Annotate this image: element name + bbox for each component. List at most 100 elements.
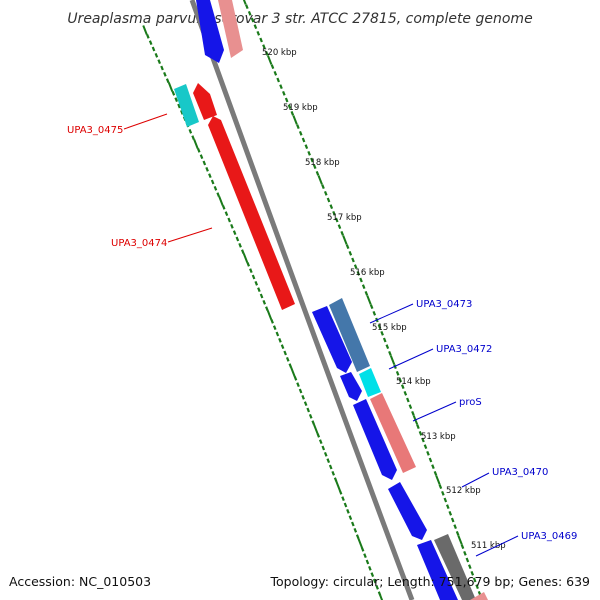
tick-mark-inner	[283, 350, 287, 356]
tick-mark-inner	[180, 109, 184, 115]
label-UPA3_0470[interactable]: UPA3_0470	[492, 467, 548, 478]
tick-label: 511 kbp	[471, 541, 506, 551]
leader-UPA3_0475	[123, 113, 168, 130]
tick-mark-outer	[443, 497, 448, 503]
tick-mark-inner	[171, 90, 176, 96]
tick-mark-outer	[472, 577, 477, 583]
gene-lower-blue-2[interactable]	[340, 372, 362, 401]
gene-lower-blue-4[interactable]	[388, 482, 427, 540]
tick-mark-outer	[310, 157, 314, 163]
tick-mark-outer	[366, 295, 372, 305]
tick-mark-inner	[251, 274, 256, 280]
gene-upper-pink[interactable]	[218, 0, 243, 58]
tick-mark-inner	[360, 546, 365, 552]
tick-mark-inner	[193, 139, 199, 149]
label-UPA3_0473[interactable]: UPA3_0473	[416, 299, 472, 310]
tick-mark-outer	[428, 457, 433, 463]
tick-mark-outer	[265, 50, 269, 56]
tick-mark-outer	[388, 350, 392, 356]
tick-mark-inner	[318, 439, 323, 445]
leader-UPA3_0472	[388, 348, 434, 370]
tick-mark-outer	[382, 337, 387, 343]
tick-mark-inner	[242, 253, 249, 263]
gene-proS[interactable]	[370, 393, 416, 473]
tick-mark-inner	[241, 249, 245, 255]
tick-mark-inner	[191, 135, 195, 141]
tick-mark-inner	[372, 578, 377, 584]
tick-mark-outer	[301, 137, 306, 143]
tick-mark-inner	[213, 185, 218, 191]
gene-UPA3_0473[interactable]	[329, 298, 370, 372]
tick-mark-outer	[292, 115, 298, 125]
gene-lower-blue-1[interactable]	[312, 306, 352, 373]
leader-UPA3_0473	[369, 303, 414, 324]
gene-UPA3_0469[interactable]	[434, 534, 476, 600]
gene-upper-blue[interactable]	[196, 0, 224, 63]
tick-mark-inner	[375, 584, 379, 590]
tick-mark-outer	[438, 484, 443, 490]
tick-mark-inner	[331, 470, 335, 476]
tick-mark-inner	[238, 242, 242, 248]
label-UPA3_0474[interactable]: UPA3_0474	[111, 238, 167, 249]
tick-mark-outer	[403, 390, 408, 396]
tick-mark-inner	[188, 128, 193, 134]
tick-mark-inner	[301, 394, 305, 400]
leader-proS	[412, 401, 457, 422]
tick-mark-inner	[165, 78, 170, 84]
gene-bottom-pink[interactable]	[470, 592, 488, 600]
tick-mark-outer	[279, 84, 283, 90]
gene-bottom-blue[interactable]	[417, 540, 458, 600]
tick-mark-inner	[353, 527, 358, 533]
tick-mark-outer	[416, 424, 420, 430]
tick-mark-inner	[275, 331, 280, 337]
tick-mark-inner	[199, 154, 204, 160]
tick-mark-outer	[298, 130, 303, 136]
tick-mark-inner	[355, 534, 360, 540]
tick-mark-outer	[351, 257, 355, 263]
tick-mark-outer	[465, 557, 470, 563]
tick-mark-inner	[341, 496, 345, 502]
tick-mark-inner	[177, 103, 181, 109]
tick-mark-inner	[227, 217, 231, 223]
label-UPA3_0469[interactable]: UPA3_0469	[521, 531, 577, 542]
tick-mark-outer	[418, 430, 423, 436]
tick-mark-inner	[266, 310, 273, 320]
tick-mark-outer	[326, 197, 331, 203]
label-proS[interactable]: proS	[459, 397, 482, 408]
tick-label: 520 kbp	[262, 48, 297, 58]
tick-mark-outer	[448, 510, 453, 516]
tick-mark-outer	[304, 144, 309, 150]
tick-mark-inner	[316, 432, 321, 438]
tick-mark-outer	[348, 250, 353, 256]
label-UPA3_0475[interactable]: UPA3_0475	[67, 125, 123, 136]
tick-mark-outer	[356, 270, 361, 276]
label-UPA3_0472[interactable]: UPA3_0472	[436, 344, 492, 355]
tick-mark-outer	[296, 124, 300, 130]
tick-mark-outer	[406, 397, 410, 403]
tick-mark-outer	[470, 570, 475, 576]
tick-label: 516 kbp	[350, 268, 385, 278]
gene-UPA3_0475[interactable]	[174, 84, 199, 127]
gene-lower-blue-3[interactable]	[353, 399, 397, 480]
tick-mark-inner	[167, 82, 174, 92]
gene-UPA3_0474[interactable]	[208, 116, 295, 310]
tick-labels: 520 kbp 519 kbp 518 kbp 517 kbp 516 kbp …	[262, 48, 506, 551]
gene-UPA3_0472[interactable]	[359, 368, 381, 397]
leader-UPA3_0469	[475, 535, 519, 557]
tick-mark-inner	[210, 179, 215, 185]
tick-mark-outer	[287, 104, 292, 110]
tick-mark-outer	[372, 310, 377, 316]
tick-mark-inner	[328, 464, 333, 470]
tick-marks-inner	[142, 25, 384, 600]
tick-mark-outer	[345, 244, 350, 250]
tick-mark-outer	[369, 304, 374, 310]
tick-mark-inner	[379, 595, 384, 600]
tick-mark-inner	[368, 565, 372, 571]
tick-mark-outer	[290, 110, 295, 116]
tick-mark-inner	[218, 196, 224, 206]
gene-upper-red-small[interactable]	[193, 83, 217, 120]
tick-mark-inner	[323, 451, 328, 457]
tick-mark-outer	[276, 77, 280, 83]
tick-mark-inner	[370, 572, 375, 578]
tick-mark-outer	[380, 330, 384, 336]
